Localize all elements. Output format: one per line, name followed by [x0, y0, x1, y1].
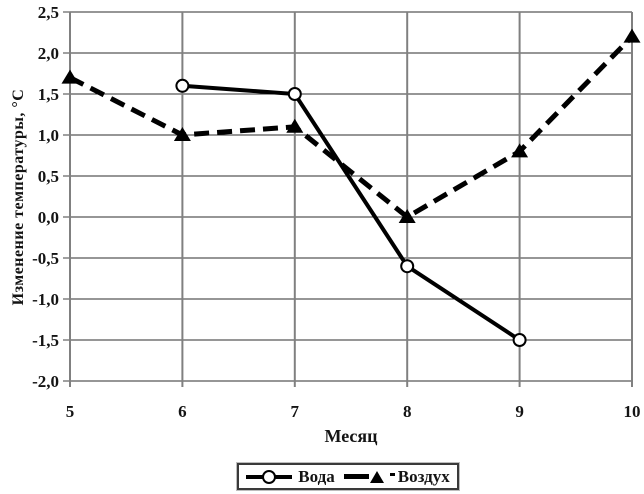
legend-item-water: Вода [246, 467, 335, 486]
data-point-open-circle [400, 259, 415, 274]
data-point-open-circle [512, 333, 527, 347]
dash-line-icon [343, 474, 369, 479]
data-point-filled-triangle [286, 118, 304, 133]
data-point-filled-triangle [511, 143, 529, 158]
x-tick-label: 8 [403, 402, 412, 421]
y-tick-label: 0,0 [38, 208, 59, 227]
legend-label-water: Вода [298, 467, 335, 486]
series-line-filled-triangle [68, 34, 634, 221]
data-point-open-circle [175, 78, 190, 93]
open-circle-marker-icon [262, 469, 277, 484]
y-tick-label: 2,0 [38, 44, 59, 63]
data-point-filled-triangle [61, 69, 79, 84]
y-tick-label: 1,5 [38, 85, 59, 104]
y-tick-label: -2,0 [32, 372, 59, 391]
data-point-filled-triangle [623, 28, 641, 43]
air-dashed-line-swatch [343, 470, 384, 483]
dash-tick-icon [389, 473, 395, 476]
y-tick-label: -1,0 [32, 290, 59, 309]
y-tick-label: 0,5 [38, 167, 59, 186]
x-tick-label: 6 [178, 402, 187, 421]
y-axis-label: Изменение температуры, °С [10, 88, 27, 306]
data-point-open-circle [287, 87, 302, 101]
x-tick-label: 7 [291, 402, 300, 421]
y-tick-label: -1,5 [32, 331, 59, 350]
series-line-open-circle [182, 83, 521, 342]
legend: Вода Воздух [236, 462, 460, 491]
legend-item-air: Воздух [343, 467, 450, 486]
water-solid-line-swatch [246, 469, 293, 484]
filled-triangle-marker-icon [369, 470, 384, 483]
x-tick-label: 10 [624, 402, 641, 421]
data-point-filled-triangle [173, 127, 191, 141]
x-tick-label: 9 [515, 402, 524, 421]
y-tick-label: 2,5 [38, 3, 59, 22]
data-point-filled-triangle [398, 209, 416, 223]
y-tick-label: 1,0 [38, 126, 59, 145]
y-tick-label: -0,5 [32, 249, 59, 268]
line-chart-plot-area: 2,5 2,0 1,5 1,0 0,5 0,0 -0,5 -1,0 -1,5 -2,0 5 6 7 8 9 1… [32, 3, 641, 421]
x-axis-label: Месяц [324, 426, 378, 446]
x-tick-label: 5 [66, 402, 75, 421]
legend-label-air: Воздух [397, 467, 450, 486]
